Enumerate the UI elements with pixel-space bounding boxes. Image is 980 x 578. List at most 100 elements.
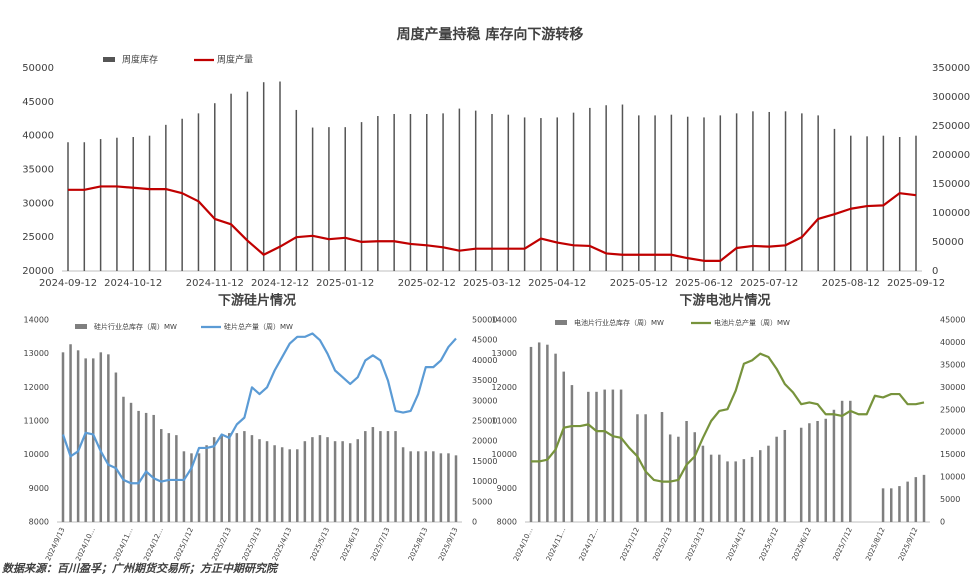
bar bbox=[190, 453, 193, 522]
x-tick-label: 2024-09-12 bbox=[39, 278, 97, 289]
y2-tick-label: 15000 bbox=[472, 457, 497, 466]
bar bbox=[768, 111, 770, 272]
y2-tick-label: 30000 bbox=[472, 396, 497, 405]
bar bbox=[401, 447, 405, 522]
bar bbox=[197, 453, 201, 522]
bar bbox=[379, 431, 382, 522]
bar bbox=[454, 455, 458, 522]
chart-title: 周度产量持稳 库存向下游转移 bbox=[397, 26, 584, 43]
y-tick-label: 40000 bbox=[22, 131, 54, 142]
x-tick-label: 2025-06-12 bbox=[675, 278, 733, 289]
y-tick-label: 9000 bbox=[29, 484, 49, 493]
bar bbox=[230, 93, 232, 271]
bar bbox=[258, 439, 261, 522]
bar bbox=[265, 441, 269, 522]
bar bbox=[364, 431, 367, 522]
bar bbox=[523, 117, 526, 271]
bar bbox=[212, 437, 216, 522]
bar bbox=[144, 412, 148, 522]
bar bbox=[250, 435, 254, 522]
line bbox=[61, 332, 457, 485]
bar bbox=[137, 410, 140, 522]
y-tick-label: 30000 bbox=[22, 198, 54, 209]
bar bbox=[129, 402, 133, 522]
bar bbox=[816, 421, 819, 522]
bar bbox=[638, 115, 640, 271]
y-tick-label: 35000 bbox=[22, 165, 54, 176]
bar bbox=[595, 391, 598, 522]
bar bbox=[890, 488, 893, 522]
bar bbox=[116, 137, 118, 271]
y-tick-label: 14000 bbox=[24, 316, 49, 325]
bar bbox=[775, 436, 778, 522]
x-tick-label: 2025-04-12 bbox=[528, 278, 586, 289]
bar bbox=[849, 400, 852, 522]
bar bbox=[808, 423, 811, 522]
y-tick-label: 10000 bbox=[492, 450, 517, 459]
bar bbox=[333, 441, 337, 522]
x-tick-label: 2024-11-12 bbox=[186, 278, 244, 289]
bar bbox=[296, 449, 299, 522]
bar bbox=[344, 127, 346, 271]
y-tick-label: 45000 bbox=[22, 97, 54, 108]
y2-tick-label: 20000 bbox=[472, 437, 497, 446]
y2-tick-label: 25000 bbox=[472, 417, 497, 426]
bar bbox=[273, 445, 276, 522]
y2-tick-label: 30000 bbox=[940, 383, 965, 392]
bar bbox=[611, 389, 615, 522]
bar bbox=[685, 421, 688, 522]
bar bbox=[709, 454, 713, 522]
bar bbox=[750, 456, 754, 522]
bar bbox=[718, 454, 721, 522]
bar bbox=[605, 105, 607, 272]
bar bbox=[701, 445, 705, 522]
y-tick-label: 13000 bbox=[24, 349, 49, 358]
bar bbox=[719, 115, 722, 271]
bar bbox=[817, 115, 819, 271]
bar bbox=[660, 412, 664, 522]
bar bbox=[906, 481, 909, 522]
bar bbox=[735, 113, 738, 271]
legend-swatch bbox=[103, 57, 115, 62]
bar bbox=[554, 353, 557, 522]
bar bbox=[214, 103, 216, 272]
bar bbox=[670, 114, 673, 271]
x-tick-label: 2025-03-12 bbox=[463, 278, 521, 289]
bar bbox=[303, 441, 307, 522]
y2-tick-label: 45000 bbox=[472, 336, 497, 345]
bar bbox=[132, 137, 134, 271]
bar bbox=[76, 350, 80, 522]
x-tick-label: 2025-07-12 bbox=[740, 278, 798, 289]
legend-label: 电池片总产量（周）MW bbox=[714, 318, 790, 327]
x-tick-label: 2025-02-12 bbox=[398, 278, 456, 289]
bar bbox=[824, 418, 827, 522]
y-tick-label: 50000 bbox=[22, 63, 54, 74]
bar bbox=[165, 124, 167, 271]
bar bbox=[152, 414, 155, 522]
bar bbox=[160, 429, 163, 522]
bar bbox=[866, 136, 868, 271]
bar bbox=[654, 115, 656, 271]
bar bbox=[556, 117, 558, 271]
y2-tick-label: 5000 bbox=[940, 495, 960, 504]
bar bbox=[295, 109, 298, 272]
bar bbox=[114, 372, 118, 522]
bar bbox=[726, 461, 729, 522]
bar bbox=[447, 453, 450, 522]
y2-tick-label: 50000 bbox=[472, 316, 497, 325]
bar bbox=[759, 450, 762, 522]
bar bbox=[377, 116, 379, 271]
y2-tick-label: 200000 bbox=[932, 150, 970, 161]
bar bbox=[668, 434, 672, 522]
bar bbox=[840, 400, 844, 522]
bar bbox=[409, 113, 412, 271]
bar bbox=[914, 477, 918, 522]
bar bbox=[898, 137, 901, 271]
y2-tick-label: 35000 bbox=[940, 360, 965, 369]
y2-tick-label: 150000 bbox=[932, 179, 970, 190]
bar bbox=[432, 451, 435, 522]
bar bbox=[246, 91, 249, 271]
y2-tick-label: 45000 bbox=[940, 316, 965, 325]
bar bbox=[426, 113, 428, 271]
